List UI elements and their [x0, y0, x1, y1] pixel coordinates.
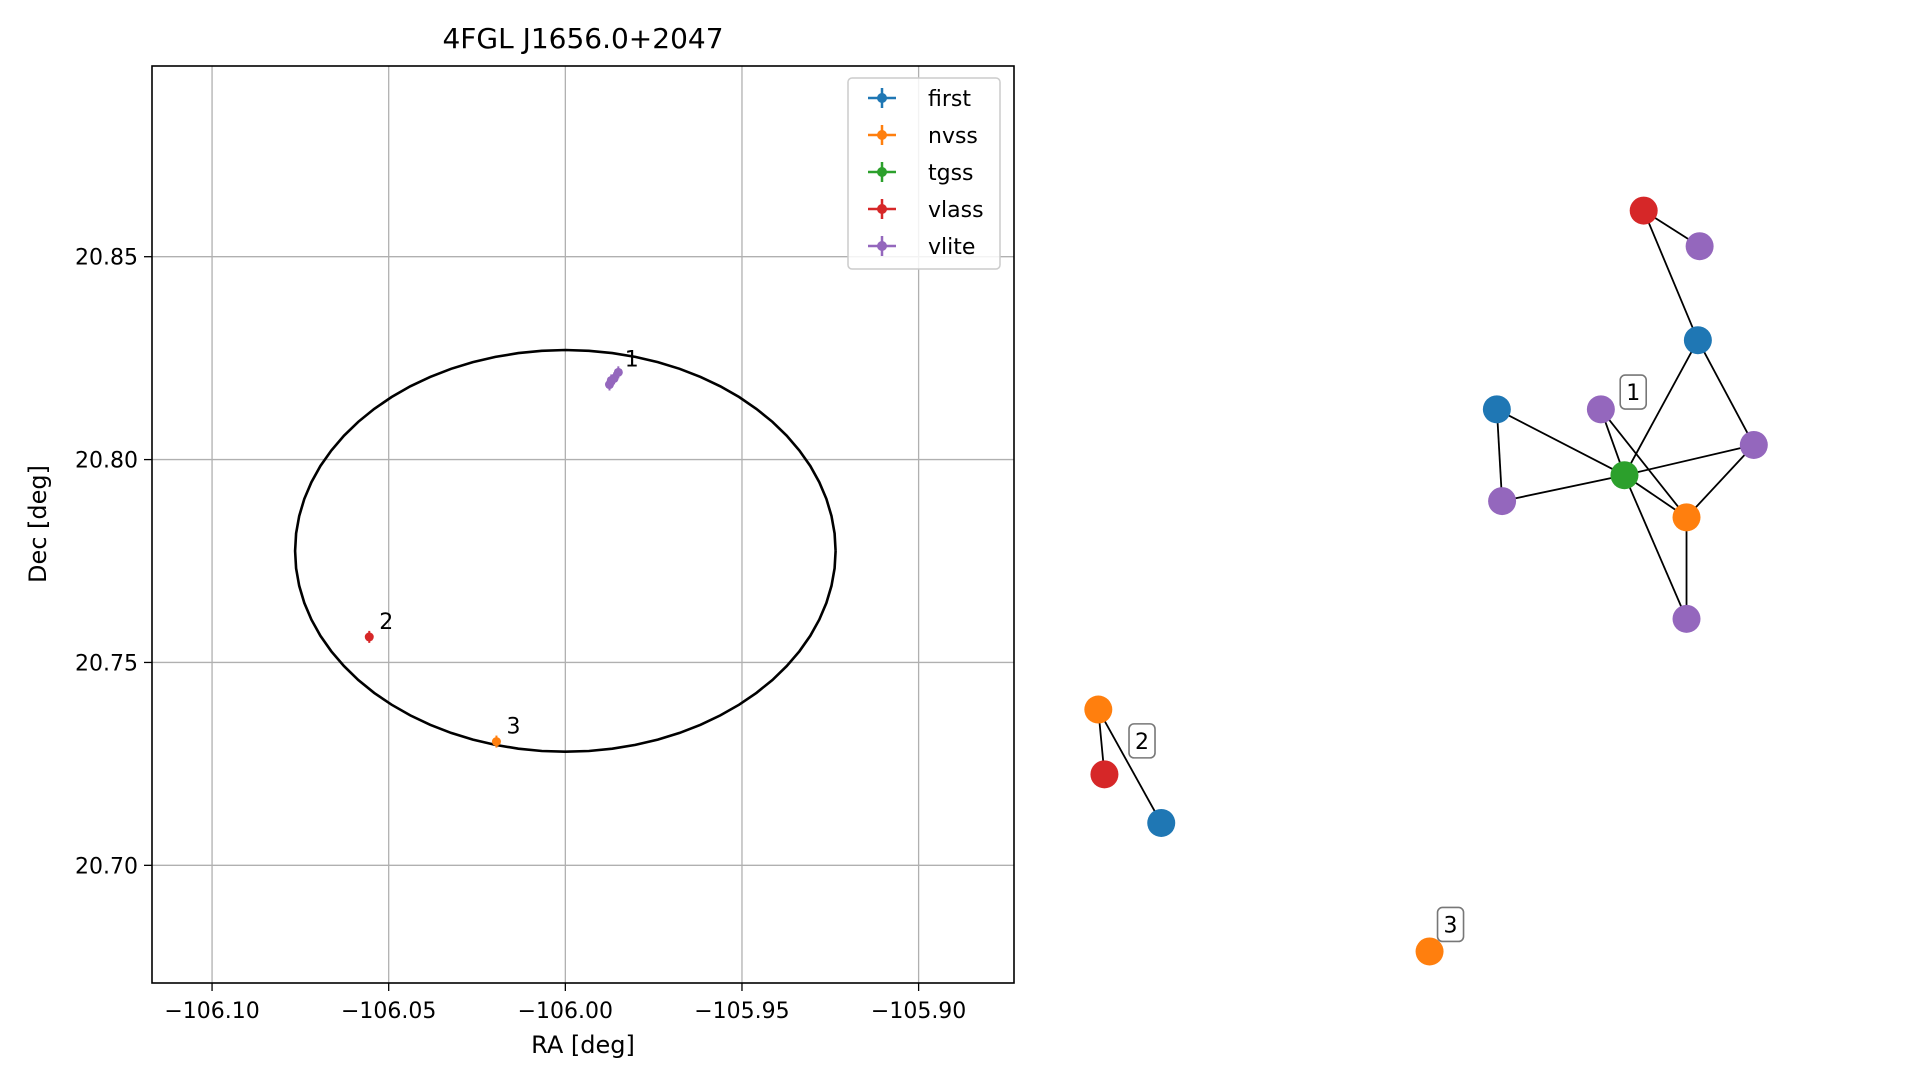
x-tick-label: −105.95	[694, 999, 789, 1024]
legend-item-vlite: vlite	[868, 235, 975, 260]
legend: first nvss tgss vlass vlite	[847, 77, 1001, 270]
graph-node-tgss	[1610, 461, 1639, 490]
graph-label-text: 2	[1135, 730, 1149, 755]
data-point-vlite	[613, 366, 623, 379]
x-tick-label: −106.05	[341, 999, 436, 1024]
legend-label: vlass	[928, 198, 984, 223]
y-axis-label: Dec [deg]	[24, 465, 52, 583]
legend-item-first: first	[868, 87, 971, 112]
graph-edge	[1501, 474, 1625, 503]
graph-edge	[1623, 474, 1688, 620]
x-tick-label: −106.00	[518, 999, 613, 1024]
legend-marker-dot	[877, 93, 887, 103]
y-tick-label: 20.85	[75, 246, 138, 271]
error-ellipse	[293, 348, 837, 754]
legend-frame	[847, 77, 1001, 270]
graph-node-vlass	[1629, 196, 1658, 225]
data-point-vlass	[364, 630, 374, 643]
chart-title: 4FGL J1656.0+2047	[442, 22, 723, 55]
graph-edge	[1097, 709, 1163, 824]
legend-label: nvss	[928, 124, 978, 149]
data-point-vlite	[606, 374, 616, 387]
graph-edge	[1624, 444, 1755, 477]
graph-node-first	[1482, 395, 1511, 424]
graph-label: 2	[1128, 723, 1156, 759]
legend-label: vlite	[928, 235, 975, 260]
graph-edges	[1097, 209, 1755, 824]
graph-node-vlite	[1586, 395, 1615, 424]
graph-edge	[1623, 339, 1699, 476]
legend-marker-dot	[877, 241, 887, 251]
legend-label: tgss	[928, 161, 974, 186]
graph-edge	[1495, 409, 1504, 502]
legend-marker-dot	[877, 130, 887, 140]
legend-marker-dot	[877, 167, 887, 177]
graph-label-box	[1128, 723, 1156, 759]
x-tick-label: −106.10	[164, 999, 259, 1024]
point-annotation: 1	[625, 347, 639, 372]
graph-label-text: 1	[1626, 381, 1640, 406]
x-ticks: −106.10 −106.05 −106.00 −105.95 −105.90	[164, 983, 966, 1024]
graph-node-vlite	[1672, 604, 1701, 633]
graph-node-first	[1147, 808, 1176, 837]
y-tick-label: 20.75	[75, 651, 138, 676]
graph-edge	[1600, 408, 1688, 518]
annotations-layer: 1 2 3	[379, 347, 639, 739]
graph-labels: 1 2 3	[1128, 374, 1648, 943]
y-tick-label: 20.80	[75, 449, 138, 474]
x-tick-label: −105.90	[871, 999, 966, 1024]
scatter-panel: 4FGL J1656.0+2047 123 −106.10 −106.05 −106…	[24, 22, 1015, 1059]
error-ellipse-layer	[293, 348, 837, 754]
graph-node-vlite	[1685, 232, 1714, 261]
y-ticks: 20.70 20.75 20.80 20.85	[75, 246, 152, 879]
graph-node-nvss	[1084, 695, 1113, 724]
point-annotation: 2	[379, 610, 393, 635]
legend-label: first	[928, 87, 971, 112]
legend-item-nvss: nvss	[868, 124, 978, 149]
graph-node-nvss	[1415, 937, 1444, 966]
y-tick-label: 20.70	[75, 854, 138, 879]
point-annotation: 3	[506, 715, 520, 740]
graph-node-vlite	[1739, 430, 1768, 459]
graph-edge	[1642, 210, 1699, 341]
graph-nodes	[1084, 196, 1768, 966]
graph-edge	[1496, 408, 1625, 476]
legend-item-vlass: vlass	[868, 198, 984, 223]
graph-node-nvss	[1672, 503, 1701, 532]
graph-edge	[1697, 339, 1755, 446]
graph-node-first	[1683, 326, 1712, 355]
graph-label-text: 3	[1444, 913, 1458, 938]
x-axis-label: RA [deg]	[531, 1031, 635, 1059]
graph-label: 1	[1619, 374, 1648, 410]
graph-node-vlite	[1488, 487, 1517, 516]
graph-label: 3	[1436, 906, 1465, 943]
plot-frame	[151, 65, 1015, 984]
graph-label-box	[1619, 374, 1648, 410]
points-layer	[364, 366, 623, 748]
graph-node-vlass	[1090, 760, 1119, 789]
legend-marker-dot	[877, 204, 887, 214]
graph-label-box	[1436, 906, 1465, 943]
graph-edge	[1685, 444, 1755, 518]
data-point-nvss	[491, 735, 501, 748]
graph-panel: 1 2 3	[1084, 196, 1768, 966]
legend-item-tgss: tgss	[868, 161, 974, 186]
